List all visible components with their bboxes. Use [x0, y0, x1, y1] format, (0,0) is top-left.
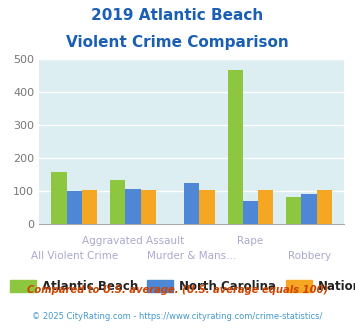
Bar — [317, 190, 332, 224]
Bar — [82, 190, 97, 224]
Bar — [110, 180, 125, 224]
Bar — [51, 172, 67, 224]
Text: © 2025 CityRating.com - https://www.cityrating.com/crime-statistics/: © 2025 CityRating.com - https://www.city… — [32, 312, 323, 321]
Bar — [125, 189, 141, 224]
Text: Rape: Rape — [237, 236, 263, 246]
Text: Murder & Mans...: Murder & Mans... — [147, 251, 236, 261]
Bar — [243, 201, 258, 224]
Bar — [286, 197, 301, 224]
Bar — [141, 190, 156, 224]
Bar — [301, 194, 317, 224]
Text: Violent Crime Comparison: Violent Crime Comparison — [66, 35, 289, 50]
Bar — [228, 70, 243, 224]
Text: 2019 Atlantic Beach: 2019 Atlantic Beach — [91, 8, 264, 23]
Text: Compared to U.S. average. (U.S. average equals 100): Compared to U.S. average. (U.S. average … — [27, 285, 328, 295]
Text: Robbery: Robbery — [288, 251, 331, 261]
Bar — [67, 191, 82, 224]
Legend: Atlantic Beach, North Carolina, National: Atlantic Beach, North Carolina, National — [5, 275, 355, 297]
Text: Aggravated Assault: Aggravated Assault — [82, 236, 184, 246]
Bar — [184, 183, 200, 224]
Bar — [200, 190, 214, 224]
Text: All Violent Crime: All Violent Crime — [31, 251, 118, 261]
Bar — [258, 190, 273, 224]
